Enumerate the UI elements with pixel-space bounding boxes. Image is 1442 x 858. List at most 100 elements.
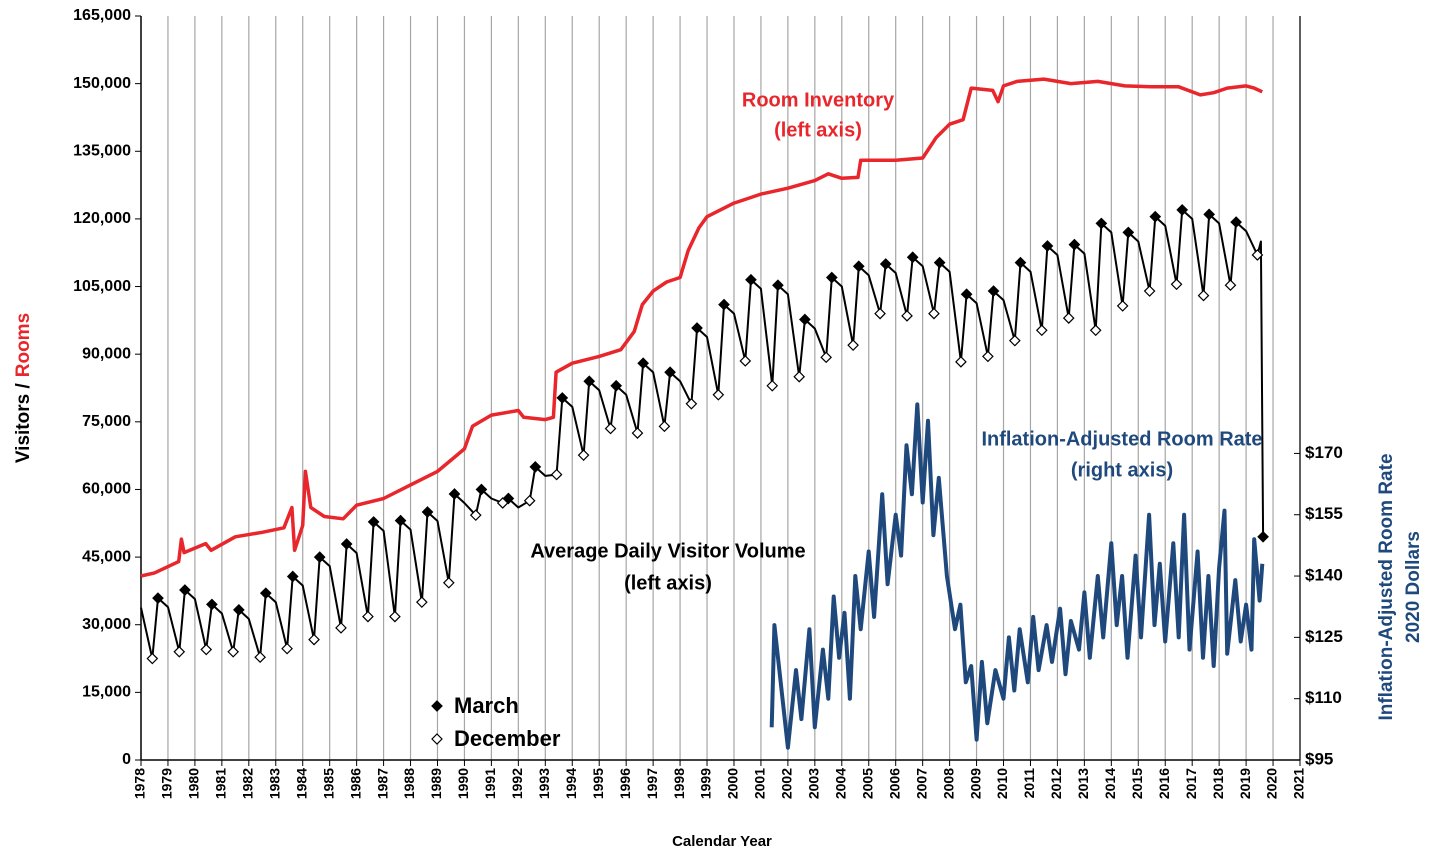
marker	[577, 449, 590, 462]
y-axis-title: Visitors / Rooms	[13, 313, 34, 463]
series-annotation: Inflation-Adjusted Room Rate	[981, 428, 1262, 450]
x-tick-label: 1999	[698, 768, 714, 799]
y2-tick-label: $155	[1305, 504, 1343, 523]
x-tick-label: 2020	[1264, 768, 1280, 799]
x-tick-label: 2003	[806, 768, 822, 799]
marker	[583, 375, 596, 388]
legend-marker	[431, 700, 443, 712]
marker	[1122, 226, 1135, 239]
x-tick-label: 1988	[401, 768, 417, 799]
x-tick-label: 1979	[159, 768, 175, 799]
x-tick-label: 1982	[240, 768, 256, 799]
x-axis-title: Calendar Year	[672, 833, 772, 850]
series-annotation: (left axis)	[774, 119, 862, 141]
marker	[1095, 217, 1108, 230]
x-tick-label: 1987	[374, 768, 390, 799]
marker	[1062, 312, 1075, 324]
x-tick-label: 2016	[1156, 768, 1172, 799]
x-tick-label: 1989	[428, 768, 444, 799]
marker	[442, 576, 455, 589]
x-tick-label: 2015	[1129, 768, 1145, 799]
legend-label: December	[454, 726, 561, 751]
marker	[469, 509, 482, 522]
x-tick-label: 2011	[1021, 768, 1037, 799]
marker	[394, 514, 407, 527]
marker	[1257, 530, 1269, 543]
x-tick-label: 2009	[967, 768, 983, 799]
y-tick-label: 75,000	[82, 413, 131, 430]
marker	[960, 288, 973, 301]
marker	[475, 483, 488, 496]
marker	[874, 307, 886, 320]
marker	[286, 570, 299, 583]
marker	[987, 285, 1000, 297]
marker	[847, 339, 859, 352]
y-tick-label: 135,000	[73, 142, 131, 159]
marker	[367, 516, 380, 528]
x-tick-label: 1992	[509, 768, 525, 799]
series-annotation: (right axis)	[1071, 459, 1173, 481]
marker	[1008, 334, 1021, 347]
x-tick-label: 2006	[886, 768, 902, 799]
marker	[259, 587, 272, 600]
marker	[901, 310, 913, 322]
series-line	[769, 402, 1265, 750]
marker	[496, 497, 509, 509]
x-tick-label: 1986	[347, 768, 363, 799]
marker	[1197, 289, 1210, 302]
marker	[685, 397, 698, 410]
marker	[631, 427, 644, 439]
marker	[146, 652, 159, 665]
marker	[604, 422, 617, 435]
y2-tick-label: $140	[1305, 566, 1343, 585]
marker	[416, 596, 428, 609]
marker	[658, 420, 671, 433]
marker	[825, 271, 838, 284]
x-tick-label: 2014	[1102, 768, 1118, 799]
marker	[712, 388, 725, 401]
x-tick-label: 2007	[913, 768, 929, 799]
y-tick-label: 60,000	[82, 481, 131, 498]
x-tick-label: 1998	[671, 768, 687, 799]
x-tick-label: 1978	[132, 768, 148, 799]
y-axis-title-part: Visitors /	[13, 383, 34, 464]
x-tick-label: 1997	[644, 768, 660, 799]
x-tick-label: 1985	[320, 768, 336, 799]
marker	[1014, 256, 1027, 269]
marker	[1035, 324, 1048, 337]
marker	[1203, 208, 1216, 221]
marker	[933, 256, 946, 269]
marker	[955, 355, 967, 368]
y2-tick-label: $110	[1305, 688, 1342, 707]
marker	[502, 492, 515, 505]
marker	[206, 598, 218, 611]
legend-marker	[431, 733, 443, 745]
y-tick-label: 105,000	[73, 278, 131, 295]
marker	[281, 642, 293, 655]
x-tick-label: 1991	[482, 768, 498, 799]
marker	[152, 592, 164, 604]
marker	[1176, 204, 1189, 216]
marker	[1251, 249, 1264, 261]
legend-label: March	[454, 693, 519, 718]
x-tick-label: 2017	[1183, 768, 1199, 799]
y-tick-label: 30,000	[82, 616, 131, 633]
marker	[799, 313, 811, 326]
marker	[227, 645, 240, 658]
marker	[772, 279, 784, 292]
marker	[421, 506, 434, 518]
x-tick-label: 2013	[1075, 768, 1091, 799]
marker	[232, 603, 245, 616]
series-line	[140, 208, 1265, 660]
marker	[550, 468, 563, 481]
marker	[529, 461, 542, 473]
x-tick-label: 1993	[536, 768, 552, 799]
x-tick-label: 1990	[455, 768, 471, 799]
x-tick-label: 2001	[752, 768, 768, 799]
y2-tick-label: $125	[1305, 627, 1343, 646]
marker	[1230, 216, 1242, 228]
y-tick-label: 165,000	[73, 7, 131, 24]
x-tick-label: 1996	[617, 768, 633, 799]
marker	[362, 610, 374, 623]
x-tick-label: 2000	[725, 768, 741, 799]
